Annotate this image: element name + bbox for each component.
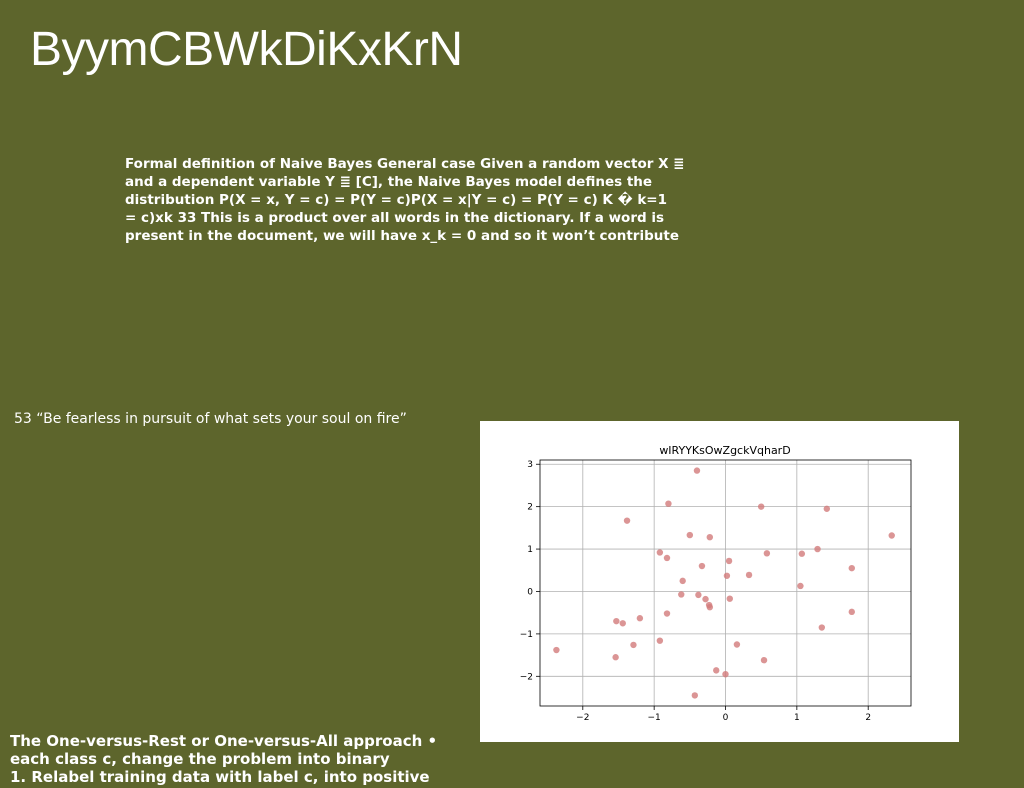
scatter-point	[745, 571, 753, 579]
ovr-line: The One-versus-Rest or One-versus-All ap…	[10, 732, 438, 750]
scatter-point	[702, 595, 709, 603]
scatter-point	[848, 608, 855, 616]
scatter-point	[630, 641, 637, 649]
scatter-point	[798, 550, 806, 557]
scatter-point	[726, 595, 733, 602]
scatter-point	[663, 610, 671, 617]
y-tick-label: −1	[520, 630, 533, 640]
scatter-point	[553, 646, 560, 654]
naive-bayes-definition: Formal definition of Naive Bayes General…	[125, 155, 725, 245]
scatter-point	[888, 532, 895, 539]
scatter-point	[797, 582, 804, 590]
y-tick-label: −2	[520, 672, 533, 682]
scatter-plot-panel: wIRYYKsOwZgckVqharD −2 −1 0 1 2 −2 −1 0 1 2 3	[480, 421, 959, 742]
scatter-point	[665, 500, 672, 507]
x-tick-label: 2	[865, 713, 871, 723]
grid-lines	[540, 460, 911, 706]
scatter-point	[818, 624, 826, 631]
chart-title: wIRYYKsOwZgckVqharD	[659, 444, 790, 457]
scatter-point	[695, 591, 702, 599]
scatter-point	[706, 533, 714, 541]
scatter-point	[679, 577, 686, 585]
scatter-point	[656, 637, 664, 644]
axis-ticks: −2 −1 0 1 2 −2 −1 0 1 2 3	[520, 460, 871, 723]
one-vs-rest-text: The One-versus-Rest or One-versus-All ap…	[10, 732, 480, 786]
scatter-point	[823, 505, 831, 512]
scatter-point	[686, 531, 694, 539]
definition-line: Formal definition of Naive Bayes General…	[125, 156, 685, 172]
definition-line: and a dependent variable Y ≣ [C], the Na…	[125, 174, 653, 190]
scatter-point	[722, 670, 729, 678]
y-tick-label: 0	[527, 587, 533, 597]
scatter-point	[713, 667, 720, 674]
scatter-point	[723, 572, 731, 579]
y-tick-label: 1	[527, 545, 533, 555]
scatter-point	[848, 564, 855, 572]
ovr-line: each class c, change the problem into bi…	[10, 750, 390, 768]
scatter-point	[619, 620, 626, 627]
scatter-point	[706, 603, 714, 611]
definition-line: present in the document, we will have x_…	[125, 228, 679, 244]
x-tick-label: 1	[794, 713, 800, 723]
definition-line: distribution P(X = x, Y = c) = P(Y = c)P…	[125, 192, 668, 208]
scatter-point	[623, 517, 631, 524]
scatter-point	[612, 654, 619, 661]
scatter-point	[663, 554, 671, 562]
scatter-point	[678, 591, 685, 598]
scatter-point	[760, 656, 768, 664]
y-tick-label: 3	[527, 460, 533, 470]
scatter-chart: wIRYYKsOwZgckVqharD −2 −1 0 1 2 −2 −1 0 1 2 3	[520, 444, 912, 723]
scatter-point	[733, 641, 741, 648]
scatter-point	[698, 562, 706, 570]
slide-quote: 53 “Be fearless in pursuit of what sets …	[14, 411, 407, 427]
y-tick-label: 2	[527, 503, 533, 513]
scatter-point	[636, 615, 644, 622]
x-tick-label: −1	[648, 713, 661, 723]
ovr-line: 1. Relabel training data with label c, i…	[10, 768, 430, 786]
scatter-point	[693, 467, 701, 474]
data-points	[553, 467, 895, 699]
slide-title: ByymCBWkDiKxKrN	[30, 23, 463, 76]
scatter-point	[613, 617, 620, 625]
scatter-point	[691, 692, 699, 699]
scatter-point	[725, 557, 733, 565]
x-tick-label: −2	[576, 713, 589, 723]
x-tick-label: 0	[723, 713, 729, 723]
scatter-point	[814, 545, 821, 553]
scatter-point	[757, 503, 765, 510]
definition-line: = c)xk 33 This is a product over all wor…	[125, 210, 665, 226]
scatter-point	[656, 549, 664, 556]
scatter-point	[763, 550, 771, 557]
